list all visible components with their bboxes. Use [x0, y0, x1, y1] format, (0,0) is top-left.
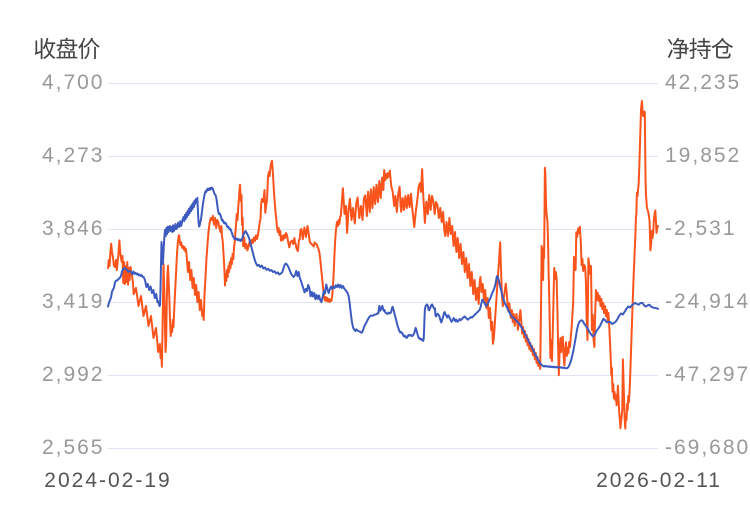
svg-text:-47,297: -47,297	[665, 363, 750, 386]
svg-text:2026-02-11: 2026-02-11	[596, 469, 722, 492]
svg-text:42,235: 42,235	[665, 71, 741, 94]
svg-text:2,565: 2,565	[42, 436, 105, 459]
svg-text:2024-02-19: 2024-02-19	[44, 469, 171, 492]
svg-text:3,846: 3,846	[42, 217, 105, 240]
svg-text:3,419: 3,419	[42, 290, 105, 313]
svg-text:-24,914: -24,914	[665, 290, 750, 313]
svg-text:4,273: 4,273	[42, 144, 105, 167]
svg-text:-2,531: -2,531	[665, 217, 737, 240]
svg-text:4,700: 4,700	[42, 71, 105, 94]
svg-text:-69,680: -69,680	[665, 436, 750, 459]
svg-text:2,992: 2,992	[42, 363, 105, 386]
svg-text:19,852: 19,852	[665, 144, 741, 167]
